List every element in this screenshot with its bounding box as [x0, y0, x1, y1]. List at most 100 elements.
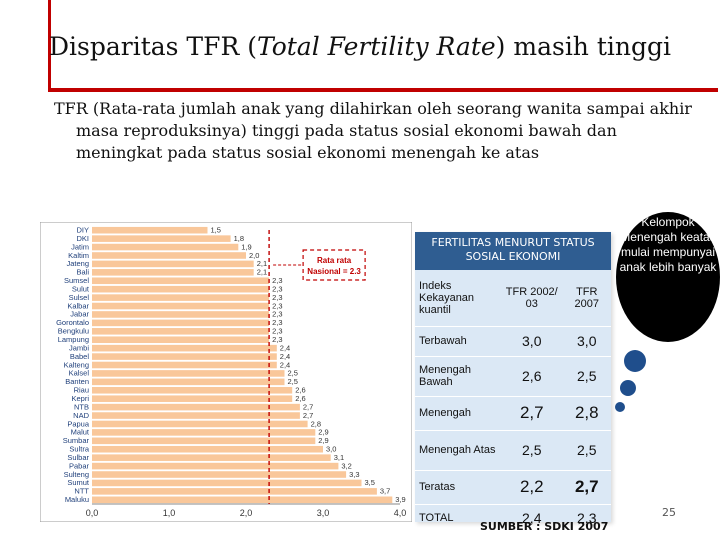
table-row: Menengah Atas 2,5 2,5 — [415, 430, 611, 471]
value-label: 2,3 — [272, 301, 282, 310]
x-tick-label: 1,0 — [163, 508, 176, 518]
bar — [92, 260, 254, 268]
row-tfr-2002: 2,5 — [501, 430, 563, 471]
bar — [92, 285, 270, 293]
value-label: 2,3 — [272, 310, 282, 319]
category-label: Jambi — [69, 343, 89, 352]
category-label: Kalbar — [67, 301, 89, 310]
value-label: 2,1 — [257, 259, 267, 268]
tfr-chart-svg: DIY 1,5 DKI 1,8 Jatim 1,9 Kaltim 2,0 Jateng 2,1 Ba… — [40, 222, 412, 522]
bar — [92, 496, 393, 504]
category-label: DKI — [76, 234, 89, 243]
table-title: FERTILITAS MENURUT STATUS SOSIAL EKONOMI — [415, 232, 611, 270]
value-label: 2,8 — [311, 419, 321, 428]
category-label: Sumbar — [63, 436, 90, 445]
value-label: 2,3 — [272, 318, 282, 327]
category-label: Bengkulu — [58, 327, 89, 336]
category-label: Pabar — [69, 461, 90, 470]
value-label: 2,3 — [272, 284, 282, 293]
row-tfr-2002: 3,0 — [501, 326, 563, 357]
bar — [92, 328, 270, 335]
title-accent-bar — [48, 0, 51, 88]
bar — [92, 454, 331, 461]
table-row: Menengah Bawah 2,6 2,5 — [415, 356, 611, 397]
bar — [92, 370, 285, 377]
header-tfr-2007: TFR 2007 — [562, 270, 611, 327]
table-row: Terbawah 3,0 3,0 — [415, 326, 611, 357]
bar — [92, 269, 254, 276]
bar — [92, 294, 270, 301]
bubble-dot-small — [615, 402, 625, 412]
row-label: Menengah — [415, 396, 501, 431]
category-label: DIY — [76, 225, 89, 234]
value-label: 3,2 — [341, 461, 351, 470]
bar — [92, 437, 316, 445]
table-row: TOTAL 2,4 2,3 — [415, 504, 611, 533]
bar — [92, 412, 300, 419]
value-label: 1,9 — [241, 242, 251, 251]
source-note: SUMBER : SDKI 2007 — [480, 520, 609, 533]
value-label: 2,3 — [272, 276, 282, 285]
bubble-dot-medium — [620, 380, 636, 396]
bar — [92, 445, 323, 453]
row-tfr-2002: 2,6 — [501, 356, 563, 397]
table-row: Teratas 2,2 2,7 — [415, 470, 611, 505]
category-label: Sulteng — [64, 470, 89, 479]
slide-title: Disparitas TFR (Total Fertility Rate) ma… — [0, 32, 720, 61]
row-label: Menengah Bawah — [415, 356, 501, 397]
bar — [92, 479, 362, 487]
reference-label-line1: Rata rata — [317, 256, 352, 265]
value-label: 2,4 — [280, 360, 290, 369]
value-label: 3,0 — [326, 445, 336, 454]
category-label: Banten — [65, 377, 89, 386]
reference-box — [302, 249, 366, 281]
title-text-end: ) masih tinggi — [495, 32, 672, 61]
category-label: Gorontalo — [56, 318, 89, 327]
intro-paragraph: TFR (Rata-rata jumlah anak yang dilahirk… — [54, 99, 692, 162]
value-label: 3,5 — [365, 478, 375, 487]
bar — [92, 353, 277, 360]
category-label: Babel — [70, 352, 90, 361]
header-index: Indeks Kekayanan kuantil — [415, 270, 501, 327]
value-label: 2,3 — [272, 327, 282, 336]
bar — [92, 252, 246, 259]
category-label: NTT — [74, 487, 89, 496]
row-label: Menengah Atas — [415, 430, 501, 471]
thought-bubble — [616, 212, 720, 342]
x-tick-label: 4,0 — [394, 508, 407, 518]
bar — [92, 277, 270, 285]
category-label: Sulbar — [67, 453, 89, 462]
title-text-start: Disparitas TFR ( — [48, 32, 257, 61]
bar — [92, 395, 293, 402]
bar — [92, 488, 377, 495]
value-label: 2,6 — [295, 386, 305, 395]
value-label: 2,4 — [280, 343, 290, 352]
bar — [92, 386, 293, 394]
value-label: 1,8 — [234, 234, 244, 243]
x-tick-label: 2,0 — [240, 508, 253, 518]
row-tfr-2002: 2,7 — [501, 396, 563, 431]
category-label: Sumut — [67, 478, 90, 487]
x-tick-label: 0,0 — [86, 508, 99, 518]
row-tfr-2007: 3,0 — [562, 326, 611, 357]
value-label: 3,1 — [334, 453, 344, 462]
category-label: Sulut — [72, 284, 90, 293]
table-row: Menengah 2,7 2,8 — [415, 396, 611, 431]
reference-label-line2: Nasional = 2.3 — [307, 267, 361, 276]
value-label: 2,9 — [318, 428, 328, 437]
category-label: NTB — [74, 402, 89, 411]
category-label: Sulsel — [69, 293, 90, 302]
row-label: TOTAL — [415, 504, 501, 533]
value-label: 3,3 — [349, 470, 359, 479]
bar — [92, 429, 316, 436]
category-label: Papua — [67, 419, 90, 428]
category-label: NAD — [73, 411, 89, 420]
value-label: 2,4 — [280, 352, 290, 361]
value-label: 2,3 — [272, 293, 282, 302]
category-label: Lampung — [58, 335, 89, 344]
row-tfr-2007: 2,5 — [562, 356, 611, 397]
row-tfr-2002: 2,4 — [501, 504, 563, 533]
bubble-dot-large — [624, 350, 646, 372]
thought-bubble-text: Kelompok Menengah keatas mulai mempunyai… — [619, 215, 717, 274]
bar — [92, 344, 277, 352]
